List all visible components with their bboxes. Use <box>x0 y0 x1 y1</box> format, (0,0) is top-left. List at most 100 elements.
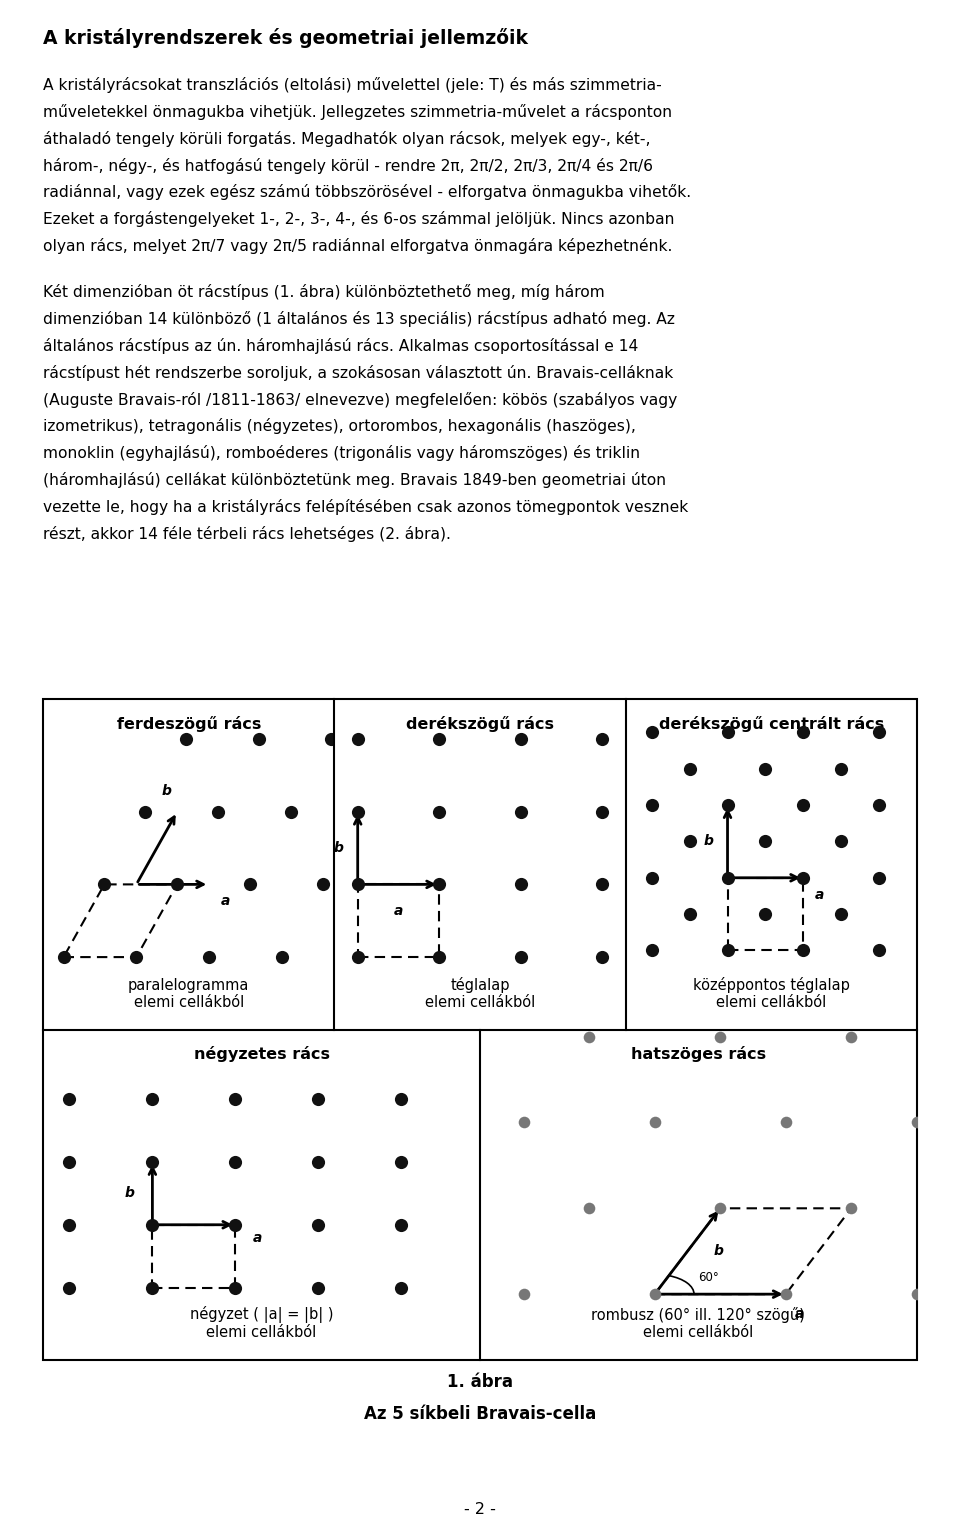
Point <box>432 945 447 970</box>
Text: négyzetes rács: négyzetes rács <box>194 1047 329 1062</box>
Text: - 2 -: - 2 - <box>464 1502 496 1517</box>
Text: rombusz (60° ill. 120° szögű)
elemi cellákból: rombusz (60° ill. 120° szögű) elemi cell… <box>591 1306 805 1340</box>
Text: radiánnal, vagy ezek egész számú többszörösével - elforgatva önmagukba vihetők.: radiánnal, vagy ezek egész számú többszö… <box>43 184 691 200</box>
Text: 1. ábra: 1. ábra <box>447 1373 513 1391</box>
Text: Két dimenzióban öt rácstípus (1. ábra) különböztethető meg, míg három: Két dimenzióban öt rácstípus (1. ábra) k… <box>43 284 605 300</box>
Text: ferdeszögű rács: ferdeszögű rács <box>116 716 261 732</box>
Point <box>432 799 447 824</box>
Point <box>179 727 194 752</box>
Text: b: b <box>125 1187 135 1200</box>
Text: (háromhajlású) cellákat különböztetünk meg. Bravais 1849-ben geometriai úton: (háromhajlású) cellákat különböztetünk m… <box>43 472 666 489</box>
Text: (Auguste Bravais-ról /1811-1863/ elnevezve) megfelelően: köbös (szabályos vagy: (Auguste Bravais-ról /1811-1863/ elnevez… <box>43 392 678 407</box>
Point <box>872 793 887 818</box>
Point <box>315 871 330 896</box>
Point <box>796 865 811 890</box>
Point <box>712 1196 728 1220</box>
Point <box>394 1276 409 1300</box>
Point <box>757 756 773 781</box>
Point <box>516 1110 532 1134</box>
Text: középpontos téglalap
elemi cellákból: középpontos téglalap elemi cellákból <box>693 976 850 1010</box>
Point <box>712 1024 728 1048</box>
Text: olyan rács, melyet 2π/7 vagy 2π/5 radiánnal elforgatva önmagára képezhetnénk.: olyan rács, melyet 2π/7 vagy 2π/5 radián… <box>43 238 673 254</box>
Text: derékszögű rács: derékszögű rács <box>406 716 554 732</box>
Point <box>394 1213 409 1237</box>
Point <box>833 828 849 853</box>
Point <box>682 828 697 853</box>
Point <box>720 938 735 962</box>
Point <box>644 719 660 744</box>
Point <box>170 871 185 896</box>
Text: izometrikus), tetragonális (négyzetes), ortorombos, hexagonális (haszöges),: izometrikus), tetragonális (négyzetes), … <box>43 418 636 435</box>
Point <box>311 1213 326 1237</box>
Point <box>137 799 153 824</box>
Text: A kristályrácsokat transzlációs (eltolási) művelettel (jele: T) és más szimmetri: A kristályrácsokat transzlációs (eltolás… <box>43 77 662 92</box>
Point <box>450 1196 466 1220</box>
Point <box>682 756 697 781</box>
Text: a: a <box>252 1231 262 1245</box>
Point <box>61 1276 77 1300</box>
Point <box>145 1150 160 1174</box>
Point <box>311 1150 326 1174</box>
Text: téglalap
elemi cellákból: téglalap elemi cellákból <box>425 976 535 1010</box>
Point <box>644 865 660 890</box>
Text: a: a <box>795 1308 804 1322</box>
Text: hatszöges rács: hatszöges rács <box>631 1047 766 1062</box>
Point <box>833 902 849 927</box>
Point <box>210 799 226 824</box>
Point <box>513 727 528 752</box>
Point <box>513 799 528 824</box>
Text: műveletekkel önmagukba vihetjük. Jellegzetes szimmetria-művelet a rácsponton: műveletekkel önmagukba vihetjük. Jellegz… <box>43 103 672 120</box>
Text: b: b <box>333 841 343 855</box>
Text: a: a <box>815 888 825 902</box>
Point <box>833 756 849 781</box>
Point <box>513 945 528 970</box>
Point <box>872 719 887 744</box>
Text: b: b <box>703 835 713 848</box>
Point <box>275 945 290 970</box>
Text: három-, négy-, és hatfogású tengely körül - rendre 2π, 2π/2, 2π/3, 2π/4 és 2π/6: három-, négy-, és hatfogású tengely körü… <box>43 157 653 174</box>
Point <box>394 1087 409 1111</box>
Text: b: b <box>713 1245 724 1259</box>
Point <box>145 1276 160 1300</box>
Point <box>644 793 660 818</box>
Text: derékszögű centrált rács: derékszögű centrált rács <box>659 716 884 732</box>
Point <box>872 865 887 890</box>
Point <box>202 945 217 970</box>
Point <box>757 902 773 927</box>
Point <box>594 871 610 896</box>
Point <box>720 719 735 744</box>
Text: paralelogramma
elemi cellákból: paralelogramma elemi cellákból <box>128 978 250 1010</box>
Point <box>432 871 447 896</box>
Point <box>778 1110 793 1134</box>
Point <box>647 1282 662 1306</box>
Text: dimenzióban 14 különböző (1 általános és 13 speciális) rácstípus adható meg. Az: dimenzióban 14 különböző (1 általános és… <box>43 310 675 327</box>
Text: részt, akkor 14 féle térbeli rács lehetséges (2. ábra).: részt, akkor 14 féle térbeli rács lehets… <box>43 526 451 543</box>
Point <box>796 793 811 818</box>
Point <box>251 727 266 752</box>
Point <box>97 871 112 896</box>
Point <box>516 1282 532 1306</box>
Point <box>796 938 811 962</box>
Text: a: a <box>221 895 230 908</box>
Text: Ezeket a forgástengelyeket 1-, 2-, 3-, 4-, és 6-os számmal jelöljük. Nincs azonb: Ezeket a forgástengelyeket 1-, 2-, 3-, 4… <box>43 211 675 227</box>
Point <box>594 799 610 824</box>
Point <box>872 938 887 962</box>
Point <box>350 727 366 752</box>
Point <box>228 1087 243 1111</box>
Text: b: b <box>161 784 171 798</box>
Text: Az 5 síkbeli Bravais-cella: Az 5 síkbeli Bravais-cella <box>364 1405 596 1423</box>
Point <box>61 1150 77 1174</box>
Point <box>644 938 660 962</box>
Point <box>757 828 773 853</box>
Point <box>145 1213 160 1237</box>
Point <box>796 719 811 744</box>
Point <box>909 1282 924 1306</box>
Text: A kristályrendszerek és geometriai jellemzőik: A kristályrendszerek és geometriai jelle… <box>43 28 528 48</box>
Point <box>778 1282 793 1306</box>
Text: négyzet ( |a| = |b| )
elemi cellákból: négyzet ( |a| = |b| ) elemi cellákból <box>190 1306 333 1340</box>
Point <box>145 1087 160 1111</box>
Point <box>61 1087 77 1111</box>
Point <box>720 865 735 890</box>
Text: monoklin (egyhajlású), romboéderes (trigonális vagy háromszöges) és triklin: monoklin (egyhajlású), romboéderes (trig… <box>43 446 640 461</box>
Point <box>513 871 528 896</box>
